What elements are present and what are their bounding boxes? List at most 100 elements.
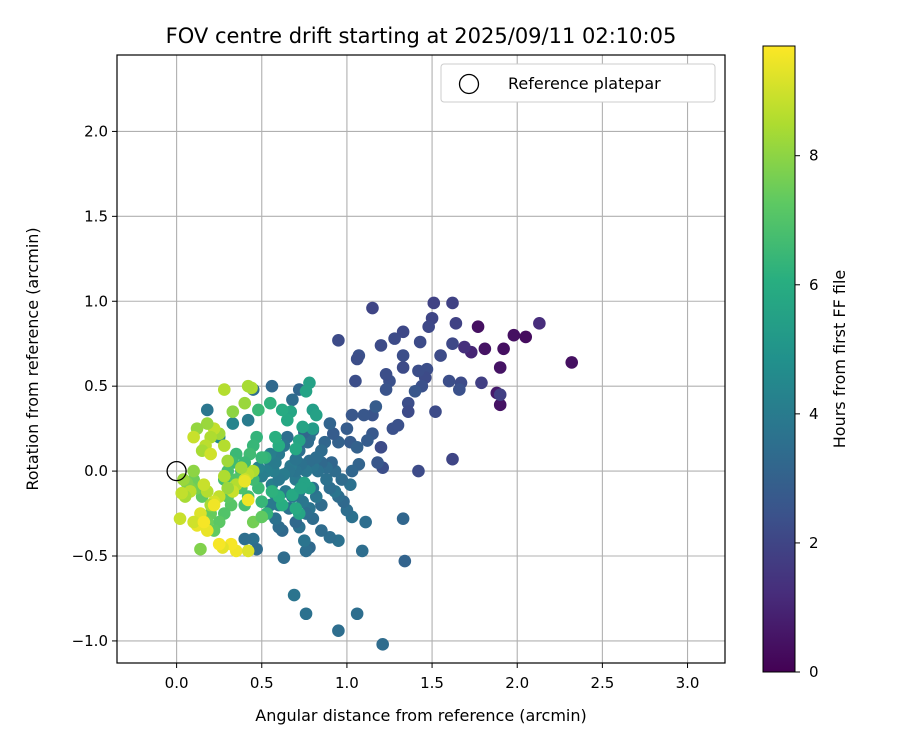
- data-point: [446, 296, 459, 310]
- data-point: [238, 532, 252, 546]
- data-point: [286, 488, 299, 502]
- data-point: [350, 441, 364, 454]
- x-tick-label: 0.0: [165, 674, 189, 692]
- data-point: [252, 403, 265, 417]
- data-point: [187, 430, 200, 444]
- data-point: [299, 384, 313, 398]
- data-point: [281, 413, 294, 427]
- x-tick-label: 0.5: [250, 674, 274, 692]
- colorbar-tick-label: 8: [809, 147, 819, 165]
- y-tick-label: 0.5: [84, 377, 108, 395]
- data-point: [533, 317, 546, 330]
- y-tick-label: −0.5: [72, 547, 108, 565]
- data-point: [265, 485, 279, 498]
- data-point: [255, 451, 269, 464]
- data-point: [371, 456, 384, 469]
- x-tick-label: 1.0: [335, 674, 359, 692]
- data-point: [401, 405, 415, 418]
- data-point: [298, 534, 311, 548]
- x-tick-label: 2.0: [505, 674, 529, 692]
- y-tick-label: 1.5: [84, 207, 108, 225]
- colorbar-tick-label: 2: [809, 534, 819, 552]
- data-point: [275, 403, 289, 417]
- data-point: [493, 361, 507, 374]
- data-point: [197, 515, 211, 529]
- data-point: [345, 408, 359, 422]
- data-point: [427, 296, 441, 310]
- data-point: [309, 408, 323, 422]
- data-point: [200, 417, 214, 430]
- data-point: [194, 542, 207, 556]
- plot-frame: [116, 54, 726, 664]
- data-point: [207, 498, 221, 512]
- data-point: [289, 452, 303, 466]
- data-point: [332, 624, 345, 638]
- colorbar-ticks: 0 2 4 6 8: [795, 147, 819, 681]
- data-point: [434, 349, 447, 362]
- data-point: [238, 396, 252, 410]
- y-tick-label: 0.0: [84, 462, 108, 480]
- data-point: [235, 461, 248, 474]
- data-point: [412, 364, 425, 378]
- data-point: [388, 332, 401, 345]
- colorbar-tick-label: 4: [809, 405, 819, 423]
- data-point: [241, 544, 255, 558]
- data-point: [408, 384, 422, 398]
- data-point: [323, 531, 337, 544]
- data-point: [366, 301, 379, 315]
- data-point: [507, 328, 521, 342]
- data-point: [277, 551, 291, 565]
- y-axis-label: Rotation from reference (arcmin): [23, 227, 42, 490]
- legend-label: Reference platepar: [508, 74, 661, 93]
- data-point: [289, 502, 303, 515]
- data-point: [323, 417, 337, 430]
- data-point: [396, 361, 410, 374]
- data-point: [340, 422, 354, 435]
- data-point: [217, 439, 231, 452]
- colorbar-tick-label: 0: [809, 663, 819, 681]
- data-point: [221, 454, 235, 468]
- data-point: [187, 515, 200, 529]
- data-point: [320, 473, 333, 486]
- data-point: [391, 418, 405, 432]
- data-point: [361, 434, 374, 447]
- data-point: [374, 339, 388, 352]
- data-point: [187, 464, 200, 478]
- data-point: [396, 512, 410, 525]
- data-point: [376, 638, 389, 651]
- data-point: [265, 379, 279, 393]
- data-point: [204, 447, 217, 461]
- reference-marker-group: [166, 460, 187, 482]
- data-point: [197, 478, 211, 491]
- data-point: [345, 464, 359, 478]
- data-point: [212, 537, 226, 551]
- data-point: [221, 481, 235, 495]
- x-tick-label: 1.5: [420, 674, 444, 692]
- data-point: [296, 420, 309, 434]
- legend-box: [440, 63, 716, 103]
- data-point: [493, 388, 507, 401]
- data-point: [241, 379, 255, 393]
- y-tick-label: −1.0: [72, 632, 108, 650]
- data-point: [379, 383, 393, 396]
- data-point: [565, 356, 579, 369]
- y-tick-label: 2.0: [84, 122, 108, 140]
- data-point: [255, 510, 269, 524]
- data-point: [475, 376, 488, 390]
- x-tick-label: 2.5: [590, 674, 614, 692]
- data-point: [412, 464, 425, 478]
- chart-title: FOV centre drift starting at 2025/09/11 …: [166, 24, 677, 48]
- data-point: [519, 330, 533, 344]
- data-point: [306, 422, 320, 435]
- data-point: [471, 320, 485, 334]
- reference-platepar-legend-marker: [458, 73, 480, 95]
- data-point: [173, 512, 187, 525]
- data-point: [478, 342, 492, 356]
- data-point: [241, 413, 255, 427]
- data-point: [299, 544, 313, 558]
- data-point: [217, 469, 231, 483]
- data-point: [315, 524, 328, 537]
- x-tick-label: 3.0: [676, 674, 700, 692]
- data-point: [355, 544, 369, 558]
